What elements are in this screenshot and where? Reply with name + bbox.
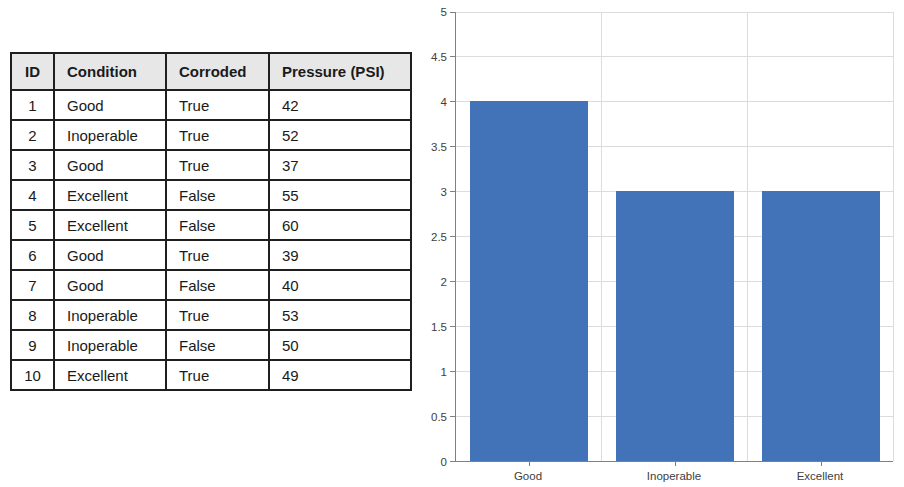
table-row: 6GoodTrue39 [11, 240, 411, 270]
table-cell: 42 [269, 90, 411, 120]
table-cell: True [166, 90, 269, 120]
y-axis-tick [450, 371, 456, 372]
table-cell: Good [54, 90, 166, 120]
bar-excellent [762, 191, 880, 461]
table-cell: Good [54, 240, 166, 270]
table-cell: True [166, 120, 269, 150]
table-cell: Inoperable [54, 300, 166, 330]
table-cell: 60 [269, 210, 411, 240]
table-cell: 1 [11, 90, 54, 120]
condition-count-bar-chart: 00.511.522.533.544.55 GoodInoperableExce… [405, 12, 904, 487]
table-header-row: IDConditionCorrodedPressure (PSI) [11, 53, 411, 90]
table-cell: True [166, 360, 269, 390]
y-axis-tick [450, 101, 456, 102]
y-tick-label: 4 [405, 95, 447, 109]
table-cell: 6 [11, 240, 54, 270]
table-cell: 5 [11, 210, 54, 240]
table-row: 8InoperableTrue53 [11, 300, 411, 330]
table-cell: False [166, 330, 269, 360]
table-cell: 9 [11, 330, 54, 360]
y-tick-label: 3 [405, 185, 447, 199]
bar-good [470, 101, 588, 461]
table-cell: 4 [11, 180, 54, 210]
table-cell: 2 [11, 120, 54, 150]
column-header: Pressure (PSI) [269, 53, 411, 90]
y-axis-tick [450, 56, 456, 57]
table-row: 5ExcellentFalse60 [11, 210, 411, 240]
pipe-data-table: IDConditionCorrodedPressure (PSI) 1GoodT… [10, 52, 412, 391]
x-category-label: Inoperable [601, 470, 747, 482]
table-cell: 52 [269, 120, 411, 150]
table-cell: False [166, 270, 269, 300]
x-axis-tick [529, 462, 530, 466]
y-tick-label: 0 [405, 455, 447, 469]
x-axis-tick [821, 462, 822, 466]
x-category-label: Good [455, 470, 601, 482]
table-cell: False [166, 210, 269, 240]
table-cell: Inoperable [54, 120, 166, 150]
table-cell: True [166, 150, 269, 180]
gridline-vertical [601, 12, 602, 461]
y-axis-tick [450, 461, 456, 462]
table-cell: Good [54, 150, 166, 180]
gridline-horizontal [456, 12, 893, 13]
table-cell: 10 [11, 360, 54, 390]
y-axis-tick [450, 191, 456, 192]
y-tick-label: 2.5 [405, 230, 447, 244]
table-cell: Inoperable [54, 330, 166, 360]
table-body: 1GoodTrue422InoperableTrue523GoodTrue374… [11, 90, 411, 390]
y-tick-label: 1.5 [405, 320, 447, 334]
y-tick-label: 4.5 [405, 50, 447, 64]
x-category-label: Excellent [747, 470, 893, 482]
y-axis-tick [450, 281, 456, 282]
table-cell: 37 [269, 150, 411, 180]
y-axis-tick [450, 12, 456, 13]
y-tick-label: 2 [405, 275, 447, 289]
x-axis-tick [675, 462, 676, 466]
y-tick-label: 1 [405, 365, 447, 379]
table-cell: 7 [11, 270, 54, 300]
table-row: 9InoperableFalse50 [11, 330, 411, 360]
table-header: IDConditionCorrodedPressure (PSI) [11, 53, 411, 90]
y-axis-tick [450, 326, 456, 327]
table-cell: 39 [269, 240, 411, 270]
table-cell: 40 [269, 270, 411, 300]
table-cell: True [166, 300, 269, 330]
table-cell: 8 [11, 300, 54, 330]
table-cell: Excellent [54, 210, 166, 240]
y-tick-label: 5 [405, 5, 447, 19]
plot-area [455, 12, 893, 462]
y-axis-tick [450, 146, 456, 147]
table-cell: 53 [269, 300, 411, 330]
gridline-vertical [893, 12, 894, 461]
y-tick-label: 3.5 [405, 140, 447, 154]
y-axis-tick [450, 416, 456, 417]
gridline-vertical [747, 12, 748, 461]
table-cell: False [166, 180, 269, 210]
column-header: Condition [54, 53, 166, 90]
table-row: 3GoodTrue37 [11, 150, 411, 180]
bar-inoperable [616, 191, 734, 461]
table-row: 7GoodFalse40 [11, 270, 411, 300]
table-row: 2InoperableTrue52 [11, 120, 411, 150]
table-cell: 49 [269, 360, 411, 390]
table-row: 1GoodTrue42 [11, 90, 411, 120]
table-cell: Excellent [54, 180, 166, 210]
column-header: Corroded [166, 53, 269, 90]
table-row: 10ExcellentTrue49 [11, 360, 411, 390]
table-cell: 50 [269, 330, 411, 360]
table-cell: True [166, 240, 269, 270]
table-cell: 3 [11, 150, 54, 180]
pipe-inspection-report: IDConditionCorrodedPressure (PSI) 1GoodT… [0, 0, 904, 487]
table-cell: Excellent [54, 360, 166, 390]
table-cell: 55 [269, 180, 411, 210]
gridline-horizontal [456, 56, 893, 57]
y-axis-tick [450, 236, 456, 237]
table-row: 4ExcellentFalse55 [11, 180, 411, 210]
y-tick-label: 0.5 [405, 410, 447, 424]
column-header: ID [11, 53, 54, 90]
table-cell: Good [54, 270, 166, 300]
